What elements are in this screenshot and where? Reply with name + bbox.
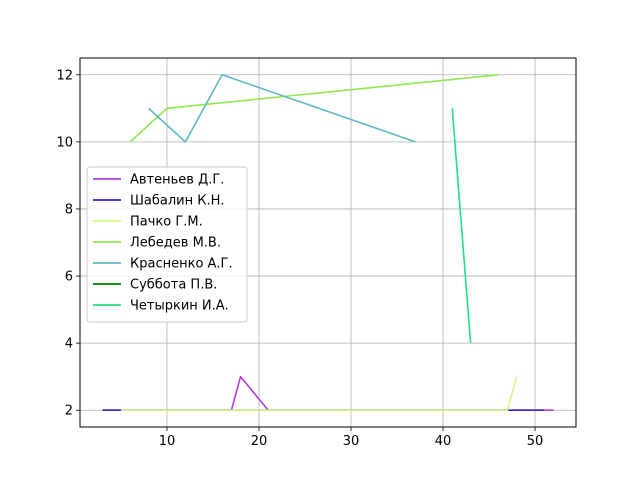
legend-label: Лебедев М.В. <box>130 236 221 251</box>
series-line <box>451 108 472 344</box>
x-tick-label: 20 <box>251 434 268 449</box>
series-lines <box>102 73 554 412</box>
y-tick-label: 8 <box>65 202 73 217</box>
legend-label: Автеньев Д.Г. <box>130 173 224 188</box>
legend-label: Пачко Г.М. <box>130 215 203 230</box>
y-tick-label: 6 <box>65 270 73 285</box>
plot-frame <box>79 57 577 428</box>
x-tick-label: 50 <box>527 434 544 449</box>
y-tick-label: 2 <box>65 404 73 419</box>
legend-label: Красненко А.Г. <box>130 257 233 272</box>
series-line <box>129 73 499 143</box>
x-tick-label: 10 <box>159 434 176 449</box>
y-tick-label: 12 <box>56 68 73 83</box>
series-line <box>148 73 416 143</box>
x-tick-label: 30 <box>343 434 360 449</box>
legend-box <box>86 166 248 323</box>
legend: Автеньев Д.Г. Шабалин К.Н. Пачко Г.М. Лебед… <box>86 166 248 323</box>
y-tick-label: 10 <box>56 135 73 150</box>
legend-label: Суббота П.В. <box>130 278 217 293</box>
x-tick-label: 40 <box>435 434 452 449</box>
series-line <box>120 376 518 412</box>
axis-ticks: 10 20 30 40 50 2 4 6 8 10 12 <box>56 68 543 449</box>
y-tick-label: 4 <box>65 337 73 352</box>
legend-label: Четыркин И.А. <box>130 299 229 314</box>
legend-label: Шабалин К.Н. <box>130 194 225 209</box>
